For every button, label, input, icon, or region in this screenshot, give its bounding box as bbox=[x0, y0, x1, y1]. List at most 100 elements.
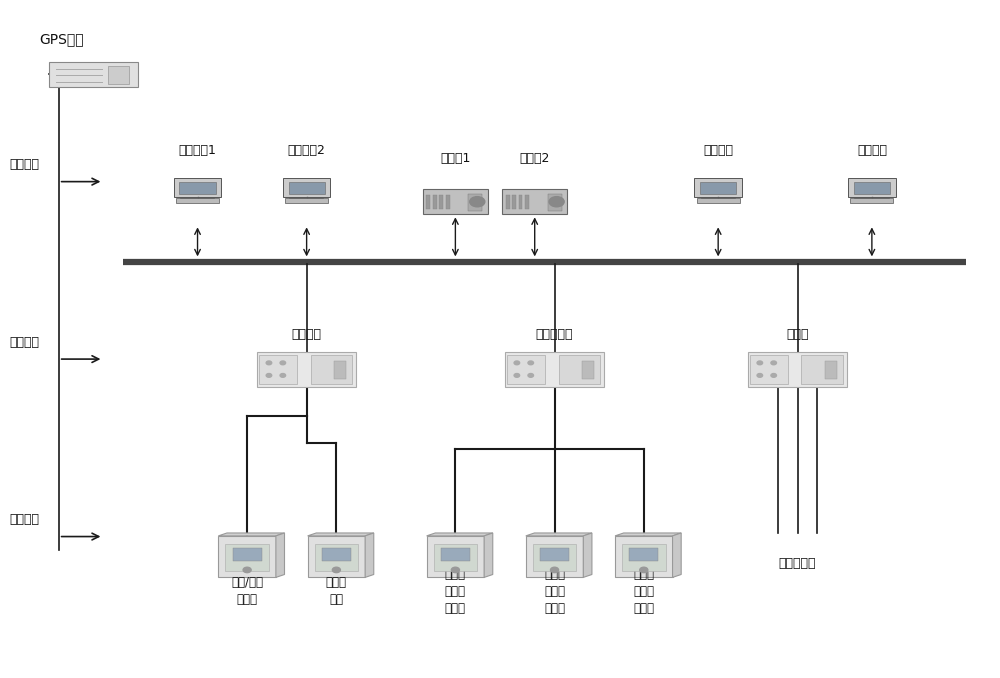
Text: 工程师站: 工程师站 bbox=[857, 144, 887, 157]
Bar bbox=[427, 536, 484, 578]
Bar bbox=[525, 195, 529, 210]
Bar bbox=[283, 178, 330, 197]
Bar bbox=[439, 195, 443, 210]
Polygon shape bbox=[615, 533, 681, 536]
Text: 操作员站: 操作员站 bbox=[703, 144, 733, 157]
Text: 对时总线: 对时总线 bbox=[9, 513, 39, 526]
Bar bbox=[233, 548, 262, 561]
Circle shape bbox=[514, 374, 520, 377]
Polygon shape bbox=[484, 533, 493, 578]
Bar bbox=[285, 198, 328, 203]
Bar bbox=[748, 352, 847, 386]
Bar bbox=[174, 178, 221, 197]
Bar bbox=[694, 178, 742, 197]
Bar bbox=[582, 361, 594, 379]
Text: 变压器
高压俧
子单元: 变压器 高压俧 子单元 bbox=[445, 568, 466, 615]
Text: 变压器保护: 变压器保护 bbox=[536, 327, 573, 341]
Text: 母联/分段
子单元: 母联/分段 子单元 bbox=[231, 576, 263, 606]
Circle shape bbox=[528, 374, 534, 377]
Polygon shape bbox=[583, 533, 592, 578]
Bar bbox=[218, 536, 276, 578]
Text: GPS时钟: GPS时钟 bbox=[39, 33, 84, 47]
Bar bbox=[559, 355, 600, 384]
Text: 母线保护: 母线保护 bbox=[292, 327, 322, 341]
Circle shape bbox=[528, 361, 534, 365]
Circle shape bbox=[757, 361, 763, 365]
Circle shape bbox=[757, 374, 763, 377]
Bar bbox=[854, 182, 890, 194]
Bar bbox=[622, 544, 666, 571]
Bar bbox=[289, 182, 325, 194]
Circle shape bbox=[771, 361, 776, 365]
Circle shape bbox=[771, 374, 776, 377]
Text: 监控主机2: 监控主机2 bbox=[288, 144, 326, 157]
Polygon shape bbox=[526, 533, 592, 536]
Bar bbox=[446, 195, 450, 210]
Text: 变压器
低压俧
子单元: 变压器 低压俧 子单元 bbox=[633, 568, 654, 615]
Bar bbox=[548, 194, 562, 211]
Circle shape bbox=[470, 197, 485, 207]
Bar bbox=[108, 66, 129, 84]
Bar bbox=[225, 544, 269, 571]
Bar bbox=[615, 536, 673, 578]
Bar bbox=[506, 195, 510, 210]
Bar bbox=[801, 355, 843, 384]
Bar bbox=[257, 352, 356, 386]
Text: 线路子
单元: 线路子 单元 bbox=[326, 576, 347, 606]
Polygon shape bbox=[365, 533, 374, 578]
Circle shape bbox=[266, 361, 272, 365]
Bar bbox=[334, 361, 346, 379]
Text: 对时总线: 对时总线 bbox=[9, 336, 39, 349]
Circle shape bbox=[280, 361, 286, 365]
Bar bbox=[434, 544, 477, 571]
Polygon shape bbox=[276, 533, 285, 578]
Text: 远动机2: 远动机2 bbox=[520, 152, 550, 165]
Bar bbox=[49, 62, 138, 87]
Bar bbox=[441, 548, 470, 561]
Bar bbox=[533, 544, 576, 571]
Bar bbox=[825, 361, 837, 379]
Text: 对应子单元: 对应子单元 bbox=[779, 557, 816, 570]
Bar bbox=[519, 195, 522, 210]
Text: 监控主机1: 监控主机1 bbox=[179, 144, 216, 157]
Polygon shape bbox=[308, 533, 374, 536]
Circle shape bbox=[332, 567, 340, 573]
Bar bbox=[700, 182, 736, 194]
Text: 备自投: 备自投 bbox=[786, 327, 809, 341]
Bar bbox=[315, 544, 358, 571]
Circle shape bbox=[243, 567, 251, 573]
Text: 远动机1: 远动机1 bbox=[440, 152, 471, 165]
Bar bbox=[179, 182, 216, 194]
Circle shape bbox=[280, 374, 286, 377]
Bar bbox=[697, 198, 740, 203]
Polygon shape bbox=[218, 533, 285, 536]
Bar bbox=[433, 195, 437, 210]
Text: 变压器
中压俧
子单元: 变压器 中压俧 子单元 bbox=[544, 568, 565, 615]
Circle shape bbox=[640, 567, 648, 573]
Circle shape bbox=[451, 567, 459, 573]
Bar bbox=[507, 355, 545, 384]
Bar bbox=[629, 548, 658, 561]
Bar bbox=[308, 536, 365, 578]
Polygon shape bbox=[427, 533, 493, 536]
Bar bbox=[423, 189, 488, 214]
Bar bbox=[426, 195, 430, 210]
Circle shape bbox=[514, 361, 520, 365]
Bar bbox=[750, 355, 788, 384]
Circle shape bbox=[266, 374, 272, 377]
Bar bbox=[512, 195, 516, 210]
Bar bbox=[176, 198, 219, 203]
Bar bbox=[540, 548, 569, 561]
Circle shape bbox=[551, 567, 559, 573]
Text: 对时总线: 对时总线 bbox=[9, 159, 39, 172]
Bar bbox=[505, 352, 604, 386]
Bar bbox=[259, 355, 297, 384]
Bar bbox=[468, 194, 482, 211]
Bar bbox=[526, 536, 583, 578]
Circle shape bbox=[549, 197, 564, 207]
Bar bbox=[848, 178, 896, 197]
Bar bbox=[850, 198, 893, 203]
Bar bbox=[502, 189, 567, 214]
Bar bbox=[322, 548, 351, 561]
Polygon shape bbox=[673, 533, 681, 578]
